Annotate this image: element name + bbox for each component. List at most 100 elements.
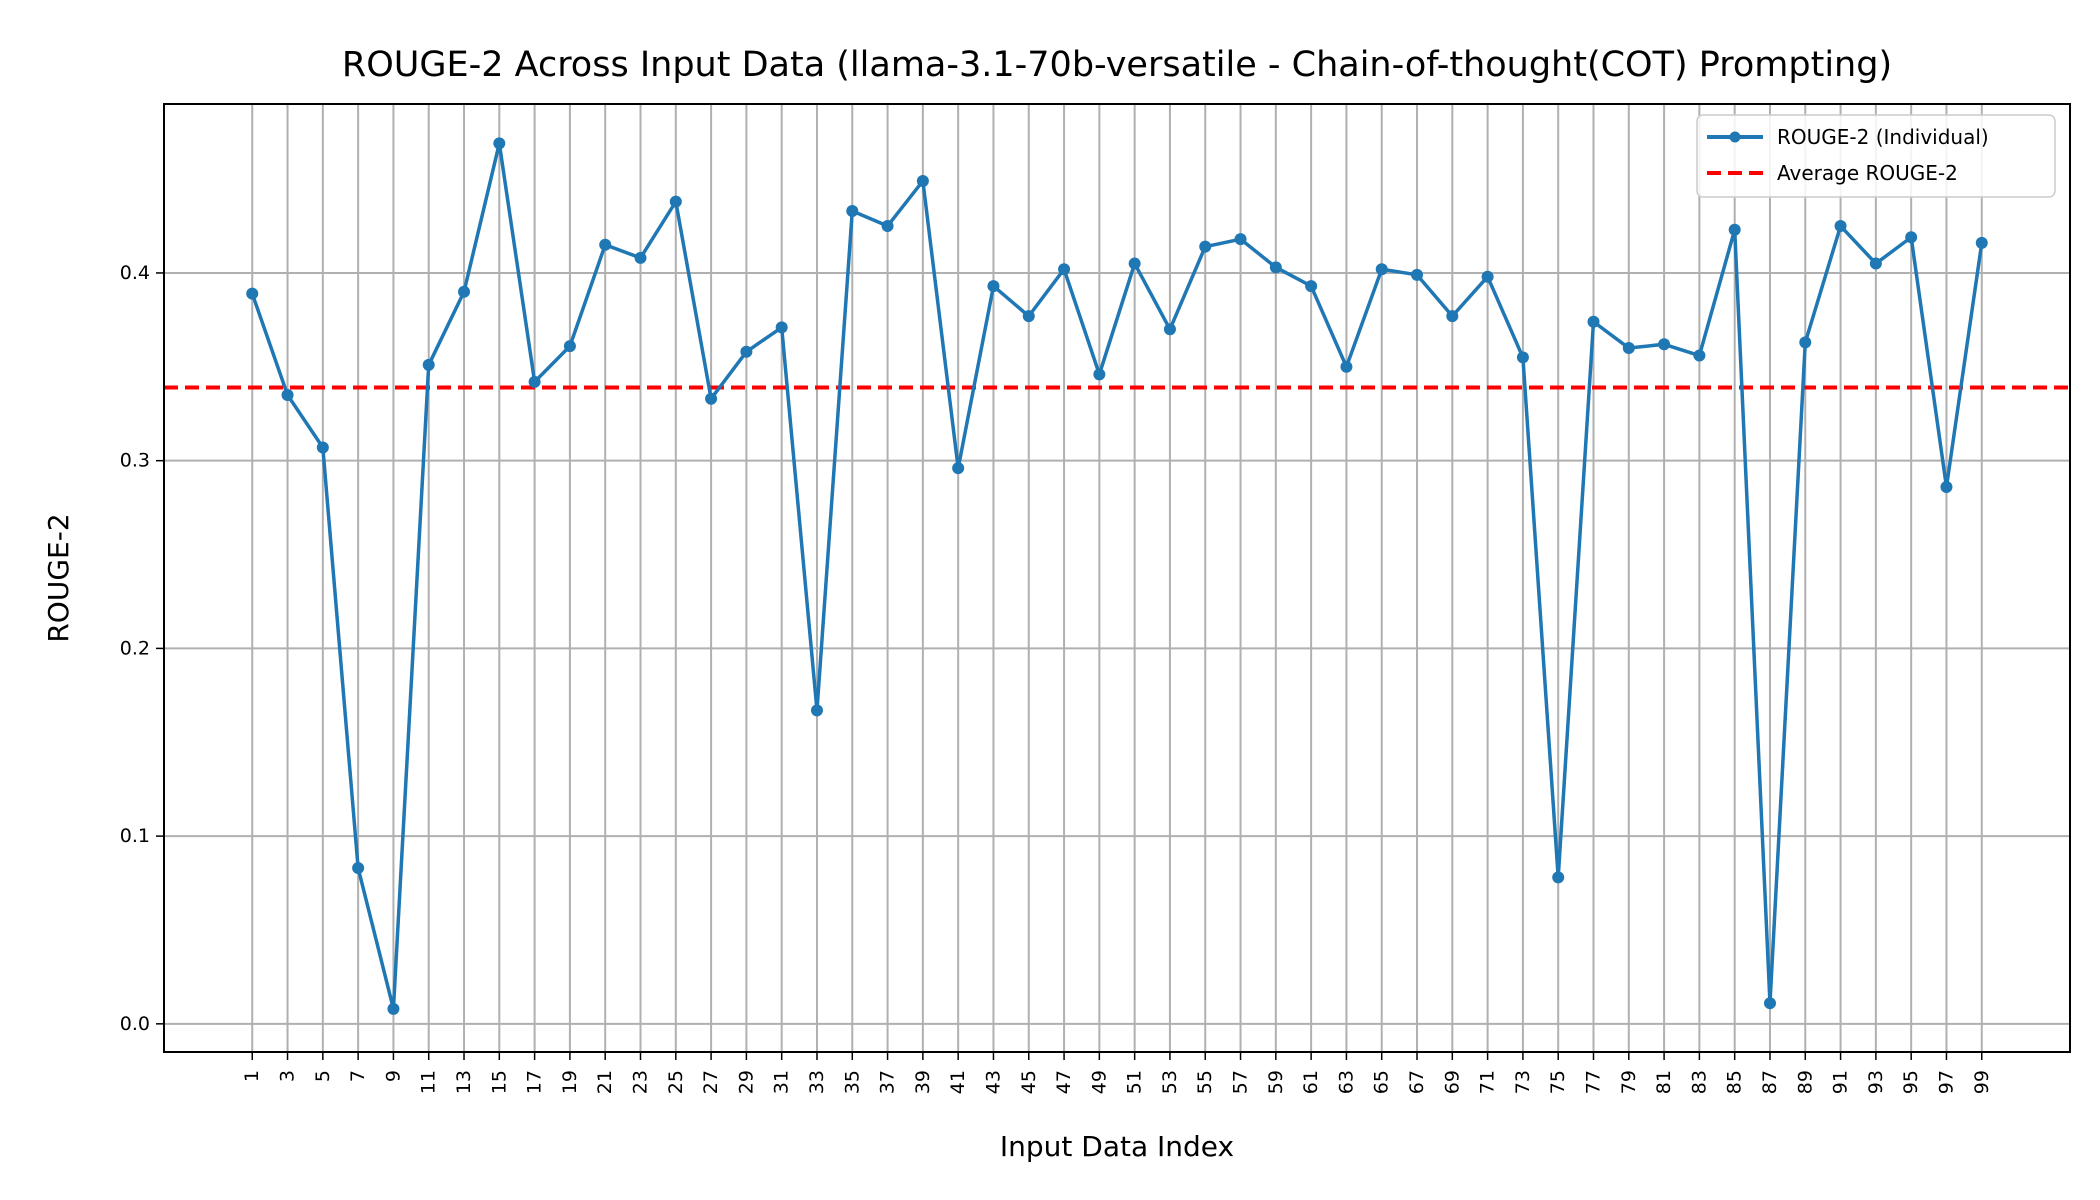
data-point <box>422 358 435 371</box>
data-point <box>352 862 365 875</box>
data-point <box>775 321 788 334</box>
data-point <box>1446 310 1459 323</box>
x-tick-label: 57 <box>1230 1070 1252 1094</box>
data-point <box>528 375 541 388</box>
x-tick-label: 35 <box>841 1070 863 1094</box>
data-point <box>1269 261 1282 274</box>
x-tick-label: 87 <box>1759 1070 1781 1094</box>
data-point <box>316 441 329 454</box>
x-tick-label: 65 <box>1371 1070 1393 1094</box>
x-tick-label: 21 <box>594 1070 616 1094</box>
x-tick-label: 85 <box>1724 1070 1746 1094</box>
data-point <box>1622 342 1635 355</box>
data-point <box>810 704 823 717</box>
x-tick-label: 83 <box>1688 1070 1710 1094</box>
legend-label-individual: ROUGE-2 (Individual) <box>1777 125 1989 149</box>
x-tick-label: 3 <box>277 1070 299 1082</box>
grid-lines <box>164 104 2070 1052</box>
y-tick-label: 0.0 <box>120 1013 150 1035</box>
data-point <box>1411 268 1424 281</box>
data-point <box>916 174 929 187</box>
x-tick-label: 43 <box>982 1070 1004 1094</box>
axis-ticks: 1 3 5 7 9 11 13 15 17 19 21 23 25 27 29 31 33 35 37 39 41 43 4… <box>120 262 1993 1094</box>
x-tick-label: 5 <box>312 1070 334 1082</box>
data-point <box>740 345 753 358</box>
data-point <box>1552 871 1565 884</box>
legend-box <box>1696 114 2056 198</box>
x-tick-label: 63 <box>1335 1070 1357 1094</box>
x-tick-label: 99 <box>1971 1070 1993 1094</box>
x-tick-label: 31 <box>771 1070 793 1094</box>
data-point <box>1728 223 1741 236</box>
data-point <box>387 1002 400 1015</box>
data-point <box>599 238 612 251</box>
data-point <box>1375 263 1388 276</box>
data-point <box>1658 338 1671 351</box>
x-tick-label: 91 <box>1830 1070 1852 1094</box>
x-tick-label: 95 <box>1900 1070 1922 1094</box>
x-tick-label: 29 <box>735 1070 757 1094</box>
data-point <box>1763 997 1776 1010</box>
x-tick-label: 19 <box>559 1070 581 1094</box>
x-tick-label: 49 <box>1088 1070 1110 1094</box>
data-point <box>669 195 682 208</box>
data-point <box>634 251 647 264</box>
data-point <box>1869 257 1882 270</box>
x-axis-label: Input Data Index <box>1000 1130 1234 1163</box>
data-point <box>281 388 294 401</box>
x-tick-label: 15 <box>488 1070 510 1094</box>
data-point <box>563 340 576 353</box>
plot-frame <box>163 103 2071 1053</box>
data-point <box>246 287 259 300</box>
data-point <box>705 392 718 405</box>
x-tick-label: 51 <box>1124 1070 1146 1094</box>
y-tick-label: 0.2 <box>120 637 150 659</box>
data-point <box>1481 270 1494 283</box>
y-tick-label: 0.4 <box>120 262 150 284</box>
x-tick-label: 71 <box>1477 1070 1499 1094</box>
data-point <box>1022 310 1035 323</box>
x-tick-label: 53 <box>1159 1070 1181 1094</box>
x-tick-label: 93 <box>1865 1070 1887 1094</box>
data-point <box>1234 233 1247 246</box>
data-point <box>1199 240 1212 253</box>
data-point <box>1093 368 1106 381</box>
x-tick-label: 9 <box>382 1070 404 1082</box>
x-tick-label: 67 <box>1406 1070 1428 1094</box>
data-point <box>458 285 471 298</box>
x-tick-label: 11 <box>418 1070 440 1094</box>
series-layer <box>164 137 2070 1015</box>
x-tick-label: 47 <box>1053 1070 1075 1094</box>
data-point <box>1975 236 1988 249</box>
x-tick-label: 13 <box>453 1070 475 1094</box>
data-point <box>952 462 965 475</box>
data-point <box>1516 351 1529 364</box>
data-point <box>1693 349 1706 362</box>
x-tick-label: 97 <box>1935 1070 1957 1094</box>
x-tick-label: 33 <box>806 1070 828 1094</box>
data-point <box>1340 360 1353 373</box>
data-point <box>1799 336 1812 349</box>
x-tick-label: 89 <box>1794 1070 1816 1094</box>
legend-marker-individual <box>1729 131 1741 143</box>
y-tick-label: 0.3 <box>120 450 150 472</box>
x-tick-label: 17 <box>524 1070 546 1094</box>
x-tick-label: 73 <box>1512 1070 1534 1094</box>
x-tick-label: 41 <box>947 1070 969 1094</box>
legend: ROUGE-2 (Individual) Average ROUGE-2 <box>1696 114 2056 198</box>
chart-title: ROUGE-2 Across Input Data (llama-3.1-70b… <box>342 45 1892 85</box>
x-tick-label: 79 <box>1618 1070 1640 1094</box>
data-point <box>987 280 1000 293</box>
x-tick-label: 25 <box>665 1070 687 1094</box>
data-point <box>1058 263 1071 276</box>
data-point <box>493 137 506 150</box>
x-tick-label: 81 <box>1653 1070 1675 1094</box>
data-point <box>1128 257 1141 270</box>
x-tick-label: 39 <box>912 1070 934 1094</box>
y-tick-label: 0.1 <box>120 825 150 847</box>
series-line-individual <box>250 141 1984 1011</box>
x-tick-label: 27 <box>700 1070 722 1094</box>
x-tick-label: 7 <box>347 1070 369 1082</box>
x-tick-label: 45 <box>1018 1070 1040 1094</box>
